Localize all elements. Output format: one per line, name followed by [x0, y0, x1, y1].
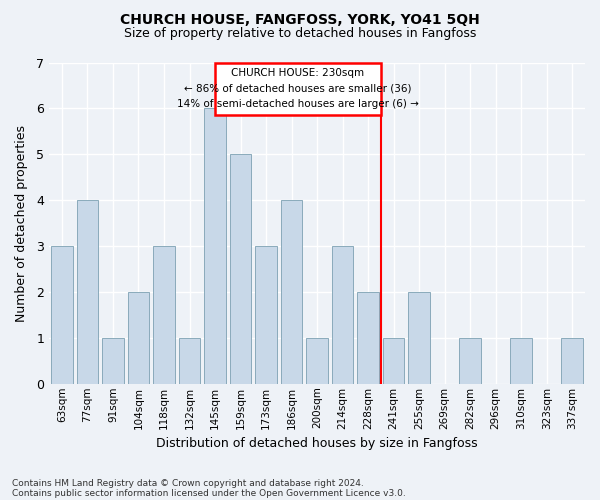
- Bar: [409, 292, 430, 384]
- Text: Size of property relative to detached houses in Fangfoss: Size of property relative to detached ho…: [124, 28, 476, 40]
- Bar: [306, 338, 328, 384]
- Bar: [179, 338, 200, 384]
- Bar: [332, 246, 353, 384]
- Bar: [281, 200, 302, 384]
- Bar: [230, 154, 251, 384]
- Bar: [357, 292, 379, 384]
- Text: CHURCH HOUSE, FANGFOSS, YORK, YO41 5QH: CHURCH HOUSE, FANGFOSS, YORK, YO41 5QH: [120, 12, 480, 26]
- Bar: [204, 108, 226, 384]
- Bar: [102, 338, 124, 384]
- Bar: [153, 246, 175, 384]
- Bar: [51, 246, 73, 384]
- Text: CHURCH HOUSE: 230sqm
← 86% of detached houses are smaller (36)
14% of semi-detac: CHURCH HOUSE: 230sqm ← 86% of detached h…: [177, 68, 419, 110]
- Bar: [255, 246, 277, 384]
- Text: Contains public sector information licensed under the Open Government Licence v3: Contains public sector information licen…: [12, 488, 406, 498]
- Bar: [460, 338, 481, 384]
- Y-axis label: Number of detached properties: Number of detached properties: [15, 124, 28, 322]
- Bar: [511, 338, 532, 384]
- FancyBboxPatch shape: [215, 62, 381, 116]
- Bar: [562, 338, 583, 384]
- Bar: [383, 338, 404, 384]
- Text: Contains HM Land Registry data © Crown copyright and database right 2024.: Contains HM Land Registry data © Crown c…: [12, 478, 364, 488]
- X-axis label: Distribution of detached houses by size in Fangfoss: Distribution of detached houses by size …: [156, 437, 478, 450]
- Bar: [128, 292, 149, 384]
- Bar: [77, 200, 98, 384]
